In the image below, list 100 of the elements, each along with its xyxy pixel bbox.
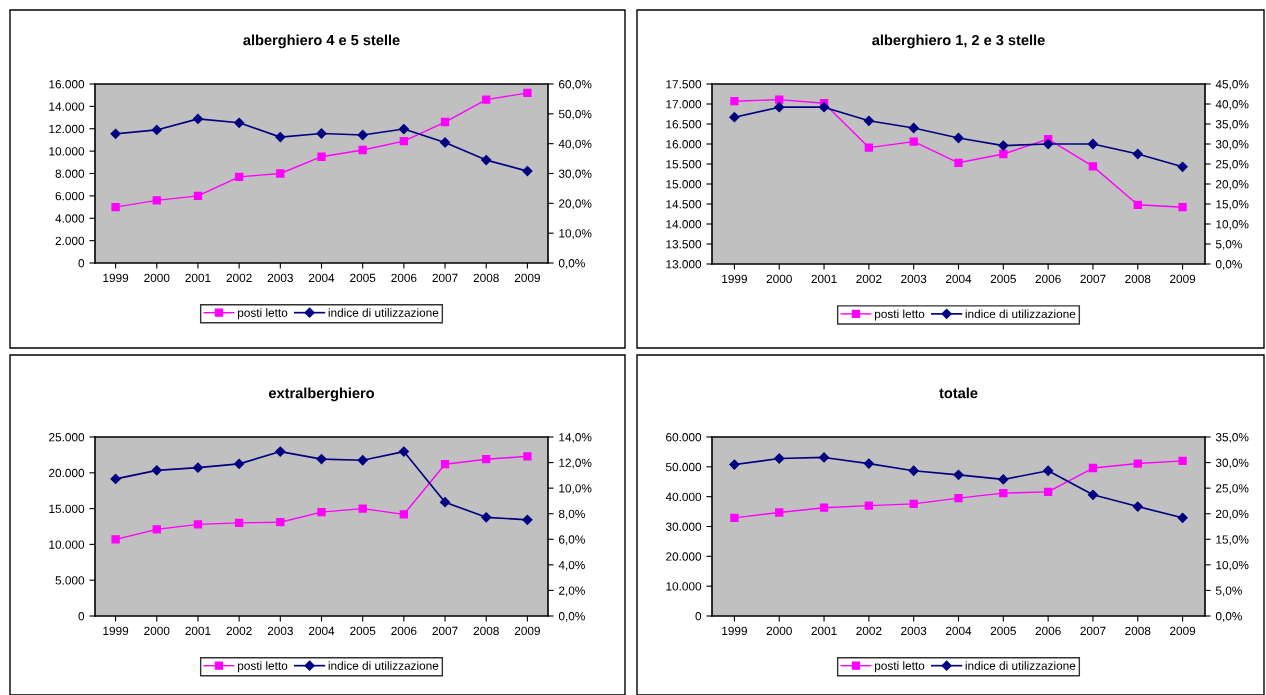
x-tick-label: 2001 [185, 626, 211, 636]
y-tick-label: 25.000 [49, 433, 85, 442]
y2-tick-label: 50,0% [558, 109, 592, 120]
y2-tick-label: 4,0% [558, 560, 585, 571]
y-tick-label: 0 [78, 259, 85, 268]
x-tick-label: 2005 [350, 626, 376, 636]
x-tick-label: 1999 [722, 626, 747, 636]
y2-tick-label: 0,0% [1215, 260, 1242, 270]
y2-tick-label: 0,0% [558, 612, 585, 622]
legend-label: posti letto [875, 309, 925, 321]
legend-label: posti letto [875, 661, 925, 673]
x-tick-label: 2009 [514, 273, 540, 283]
y2-tick-label: 20,0% [1216, 180, 1249, 190]
y-tick-label: 10.000 [49, 147, 85, 156]
x-tick-label: 1999 [722, 274, 747, 284]
y-tick-label: 16.500 [666, 120, 702, 129]
y2-tick-label: 60,0% [559, 80, 592, 90]
y2-tick-label: 0,0% [558, 259, 585, 269]
y2-tick-label: 35,0% [1215, 433, 1249, 443]
legend-label: indice di utilizzazione [328, 661, 439, 670]
x-tick-label: 2008 [473, 273, 499, 283]
x-tick-label: 2000 [144, 273, 170, 283]
legend-label: posti letto [238, 308, 288, 320]
y2-tick-label: 8,0% [558, 509, 585, 520]
x-tick-label: 2009 [1170, 274, 1196, 284]
x-tick-label: 2007 [1080, 626, 1106, 636]
x-tick-label: 2003 [901, 626, 927, 636]
x-tick-label: 2000 [766, 626, 792, 636]
x-tick-label: 2006 [1035, 274, 1061, 284]
y2-tick-label: 45,0% [1215, 80, 1249, 90]
y2-tick-label: 14,0% [559, 433, 592, 443]
legend-label: indice di utilizzazione [328, 308, 439, 317]
y-tick-label: 20.000 [666, 552, 702, 561]
y-tick-label: 10.000 [49, 540, 85, 549]
x-tick-label: 2006 [391, 626, 417, 636]
y-tick-label: 30.000 [665, 522, 702, 531]
y-tick-label: 15.000 [666, 180, 702, 189]
x-tick-label: 2001 [811, 274, 837, 284]
y2-tick-label: 6,0% [559, 535, 585, 546]
x-tick-label: 2008 [1125, 626, 1151, 636]
y-tick-label: 12.000 [49, 124, 85, 134]
y-tick-label: 14.500 [666, 200, 702, 209]
y-tick-label: 16.000 [666, 140, 702, 149]
y2-tick-label: 25,0% [1216, 160, 1249, 170]
y-tick-label: 60.000 [666, 433, 702, 442]
y-tick-label: 17.500 [666, 80, 702, 89]
legend-label: posti letto [238, 661, 288, 673]
x-tick-label: 1999 [103, 626, 129, 636]
x-tick-label: 2009 [514, 626, 540, 636]
x-tick-label: 2009 [1170, 626, 1196, 636]
x-tick-label: 2002 [856, 626, 882, 636]
x-tick-label: 2000 [144, 626, 170, 636]
y2-tick-label: 30,0% [1215, 458, 1249, 469]
y2-tick-label: 20,0% [559, 199, 592, 210]
y-tick-label: 10.000 [666, 582, 702, 591]
x-tick-label: 2003 [267, 273, 293, 283]
y-tick-label: 15.500 [666, 160, 702, 169]
y-tick-label: 15.000 [49, 504, 85, 513]
chart-title: alberghiero 1, 2 e 3 stelle [872, 34, 1045, 49]
x-tick-label: 2007 [1080, 274, 1106, 284]
y-tick-label: 13.000 [666, 260, 702, 269]
y2-tick-label: 10,0% [559, 484, 592, 494]
y-tick-label: 2.000 [55, 236, 85, 246]
y-tick-label: 16.000 [49, 80, 85, 89]
y2-tick-label: 10,0% [1216, 560, 1249, 571]
x-tick-label: 2008 [1125, 274, 1151, 284]
y2-tick-label: 15,0% [1216, 200, 1249, 210]
y2-tick-label: 25,0% [1216, 484, 1249, 494]
y-tick-label: 6.000 [55, 191, 85, 201]
y2-tick-label: 20,0% [1216, 509, 1249, 520]
y2-tick-label: 10,0% [559, 229, 592, 239]
y-tick-label: 50.000 [665, 462, 702, 472]
x-tick-label: 2004 [945, 274, 972, 284]
legend-label: indice di utilizzazione [965, 309, 1076, 319]
y-tick-label: 17.000 [666, 100, 702, 109]
y2-tick-label: 5,0% [1215, 240, 1242, 250]
y2-tick-label: 30,0% [1215, 140, 1249, 150]
x-tick-label: 2003 [901, 274, 927, 284]
chart-title: totale [939, 387, 978, 399]
x-tick-label: 2004 [945, 626, 972, 636]
x-tick-label: 2006 [1035, 626, 1061, 636]
x-tick-label: 2006 [391, 273, 417, 283]
y-tick-label: 40.000 [665, 492, 702, 502]
y-tick-label: 4.000 [55, 214, 85, 223]
x-tick-label: 2002 [856, 274, 882, 284]
y-tick-label: 8.000 [55, 169, 85, 178]
y-tick-label: 0 [695, 612, 702, 621]
y-tick-label: 0 [78, 612, 85, 621]
x-tick-label: 2003 [267, 626, 293, 636]
chart-title: extralberghiero [268, 387, 375, 402]
y-tick-label: 5.000 [55, 576, 85, 585]
x-tick-label: 2005 [990, 626, 1016, 636]
y-tick-label: 14.000 [49, 102, 85, 111]
x-tick-label: 2002 [226, 273, 252, 283]
x-tick-label: 2007 [432, 626, 458, 636]
y-tick-label: 20.000 [49, 468, 85, 478]
x-tick-label: 2005 [350, 273, 376, 283]
y-tick-label: 13.500 [666, 240, 702, 249]
y2-tick-label: 15,0% [1216, 535, 1249, 546]
y2-tick-label: 12,0% [559, 458, 592, 469]
